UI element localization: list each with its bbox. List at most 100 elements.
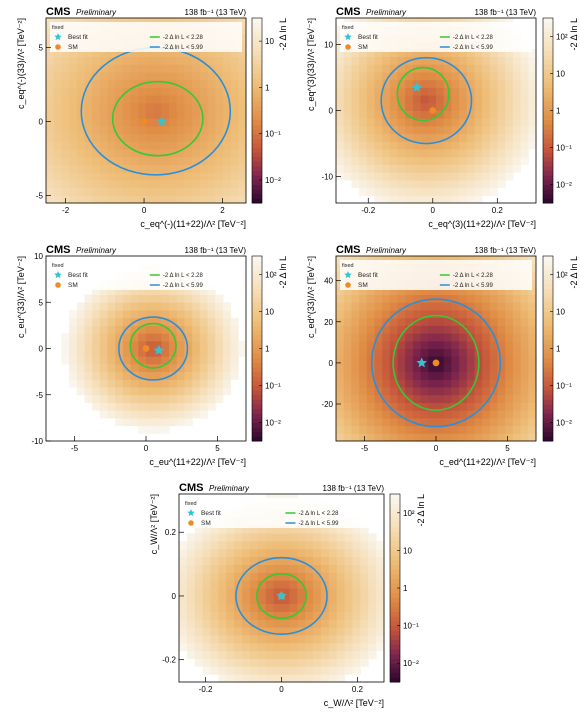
heatmap-cell [53, 102, 62, 111]
heatmap-cell [238, 64, 247, 73]
heatmap-cell [482, 379, 491, 388]
heatmap-cell [313, 533, 322, 542]
colorbar-segment [543, 394, 553, 400]
heatmap-cell [199, 48, 208, 57]
heatmap-cell [436, 286, 445, 295]
heatmap-cell [382, 125, 391, 135]
heatmap-cell [512, 87, 522, 96]
heatmap-cell [505, 394, 514, 403]
heatmap-cell [153, 371, 162, 380]
heatmap-cell [184, 56, 193, 65]
heatmap-cell [405, 348, 414, 357]
heatmap-cell [412, 102, 422, 111]
heatmap-cell [238, 133, 247, 142]
colorbar-segment [390, 564, 400, 570]
heatmap-cell [443, 417, 452, 427]
heatmap-cell [305, 572, 314, 581]
heatmap-cell [412, 433, 422, 442]
heatmap-cell [397, 433, 406, 442]
heatmap-cell [412, 195, 422, 204]
heatmap-cell [382, 156, 391, 165]
colorbar-segment [390, 550, 400, 556]
heatmap-cell [359, 310, 368, 319]
heatmap-cell [466, 195, 475, 204]
heatmap-cell [428, 387, 437, 396]
heatmap-cell [210, 595, 219, 605]
heatmap-cell [179, 642, 188, 652]
colorbar-segment [252, 371, 262, 377]
heatmap-cell [489, 149, 498, 158]
heatmap-cell [207, 363, 216, 373]
heatmap-cell [161, 110, 170, 119]
heatmap-cell [412, 172, 422, 181]
heatmap-cell [273, 572, 282, 581]
colorbar-segment [252, 293, 262, 299]
heatmap-cell [92, 302, 101, 311]
heatmap-cell [376, 572, 385, 581]
heatmap-cell [428, 310, 437, 319]
heatmap-cell [146, 425, 155, 434]
heatmap-cell [69, 348, 78, 357]
colorbar-segment [543, 41, 553, 47]
heatmap-cell [305, 666, 314, 675]
colorbar-segment [543, 152, 553, 158]
heatmap-cell [305, 564, 314, 573]
heatmap-cell [352, 658, 361, 667]
heatmap-cell [528, 433, 537, 442]
heatmap-cell [352, 642, 361, 652]
heatmap-cell [115, 164, 124, 173]
heatmap-cell [222, 164, 232, 173]
colorbar-segment [252, 297, 262, 303]
heatmap-cell [359, 56, 368, 65]
heatmap-cell [238, 172, 247, 181]
heatmap-cell [265, 674, 275, 683]
heatmap-cell [84, 118, 93, 127]
heatmap-cell [199, 149, 208, 158]
colorbar-segment [543, 385, 553, 391]
heatmap-cell [153, 317, 162, 326]
heatmap-cell [382, 133, 391, 142]
heatmap-cell [443, 302, 452, 311]
heatmap-cell [92, 348, 101, 357]
heatmap-cell [153, 95, 162, 104]
heatmap-cell [466, 433, 475, 442]
heatmap-cell [238, 141, 247, 150]
legend-background [340, 22, 532, 52]
x-tick-label: -0.2 [199, 685, 213, 694]
heatmap-cell [153, 179, 162, 189]
heatmap-cell [222, 387, 232, 396]
heatmap-cell [238, 79, 247, 88]
heatmap-cell [273, 650, 282, 659]
colorbar-segment [252, 256, 262, 262]
heatmap-cell [53, 79, 62, 88]
heatmap-cell [199, 79, 208, 88]
heatmap-cell [459, 286, 468, 295]
heatmap-cell [179, 627, 188, 636]
heatmap-cell [265, 642, 275, 652]
heatmap-cell [512, 340, 522, 349]
heatmap-cell [242, 627, 251, 636]
heatmap-cell [199, 333, 208, 342]
x-tick-label: 2 [220, 206, 225, 215]
heatmap-cell [528, 56, 537, 65]
heatmap-cell [420, 356, 429, 365]
heatmap-cell [428, 356, 437, 365]
heatmap-cell [84, 294, 93, 303]
legend-star-icon [187, 509, 195, 517]
heatmap-cell [192, 102, 201, 111]
heatmap-cell [176, 195, 185, 204]
sm-marker [142, 345, 150, 352]
heatmap-cell [328, 642, 338, 652]
heatmap-cell [313, 635, 322, 644]
heatmap-cell [505, 325, 514, 334]
heatmap-cell [122, 410, 132, 419]
colorbar-segment [543, 82, 553, 88]
heatmap-cell [153, 417, 162, 427]
heatmap-cell [320, 611, 330, 620]
heatmap-cell [336, 125, 345, 135]
heatmap-cell [210, 635, 219, 644]
heatmap-cell [420, 363, 429, 373]
heatmap-cell [320, 533, 330, 542]
heatmap-cell [146, 56, 155, 65]
heatmap-cell [366, 133, 375, 142]
